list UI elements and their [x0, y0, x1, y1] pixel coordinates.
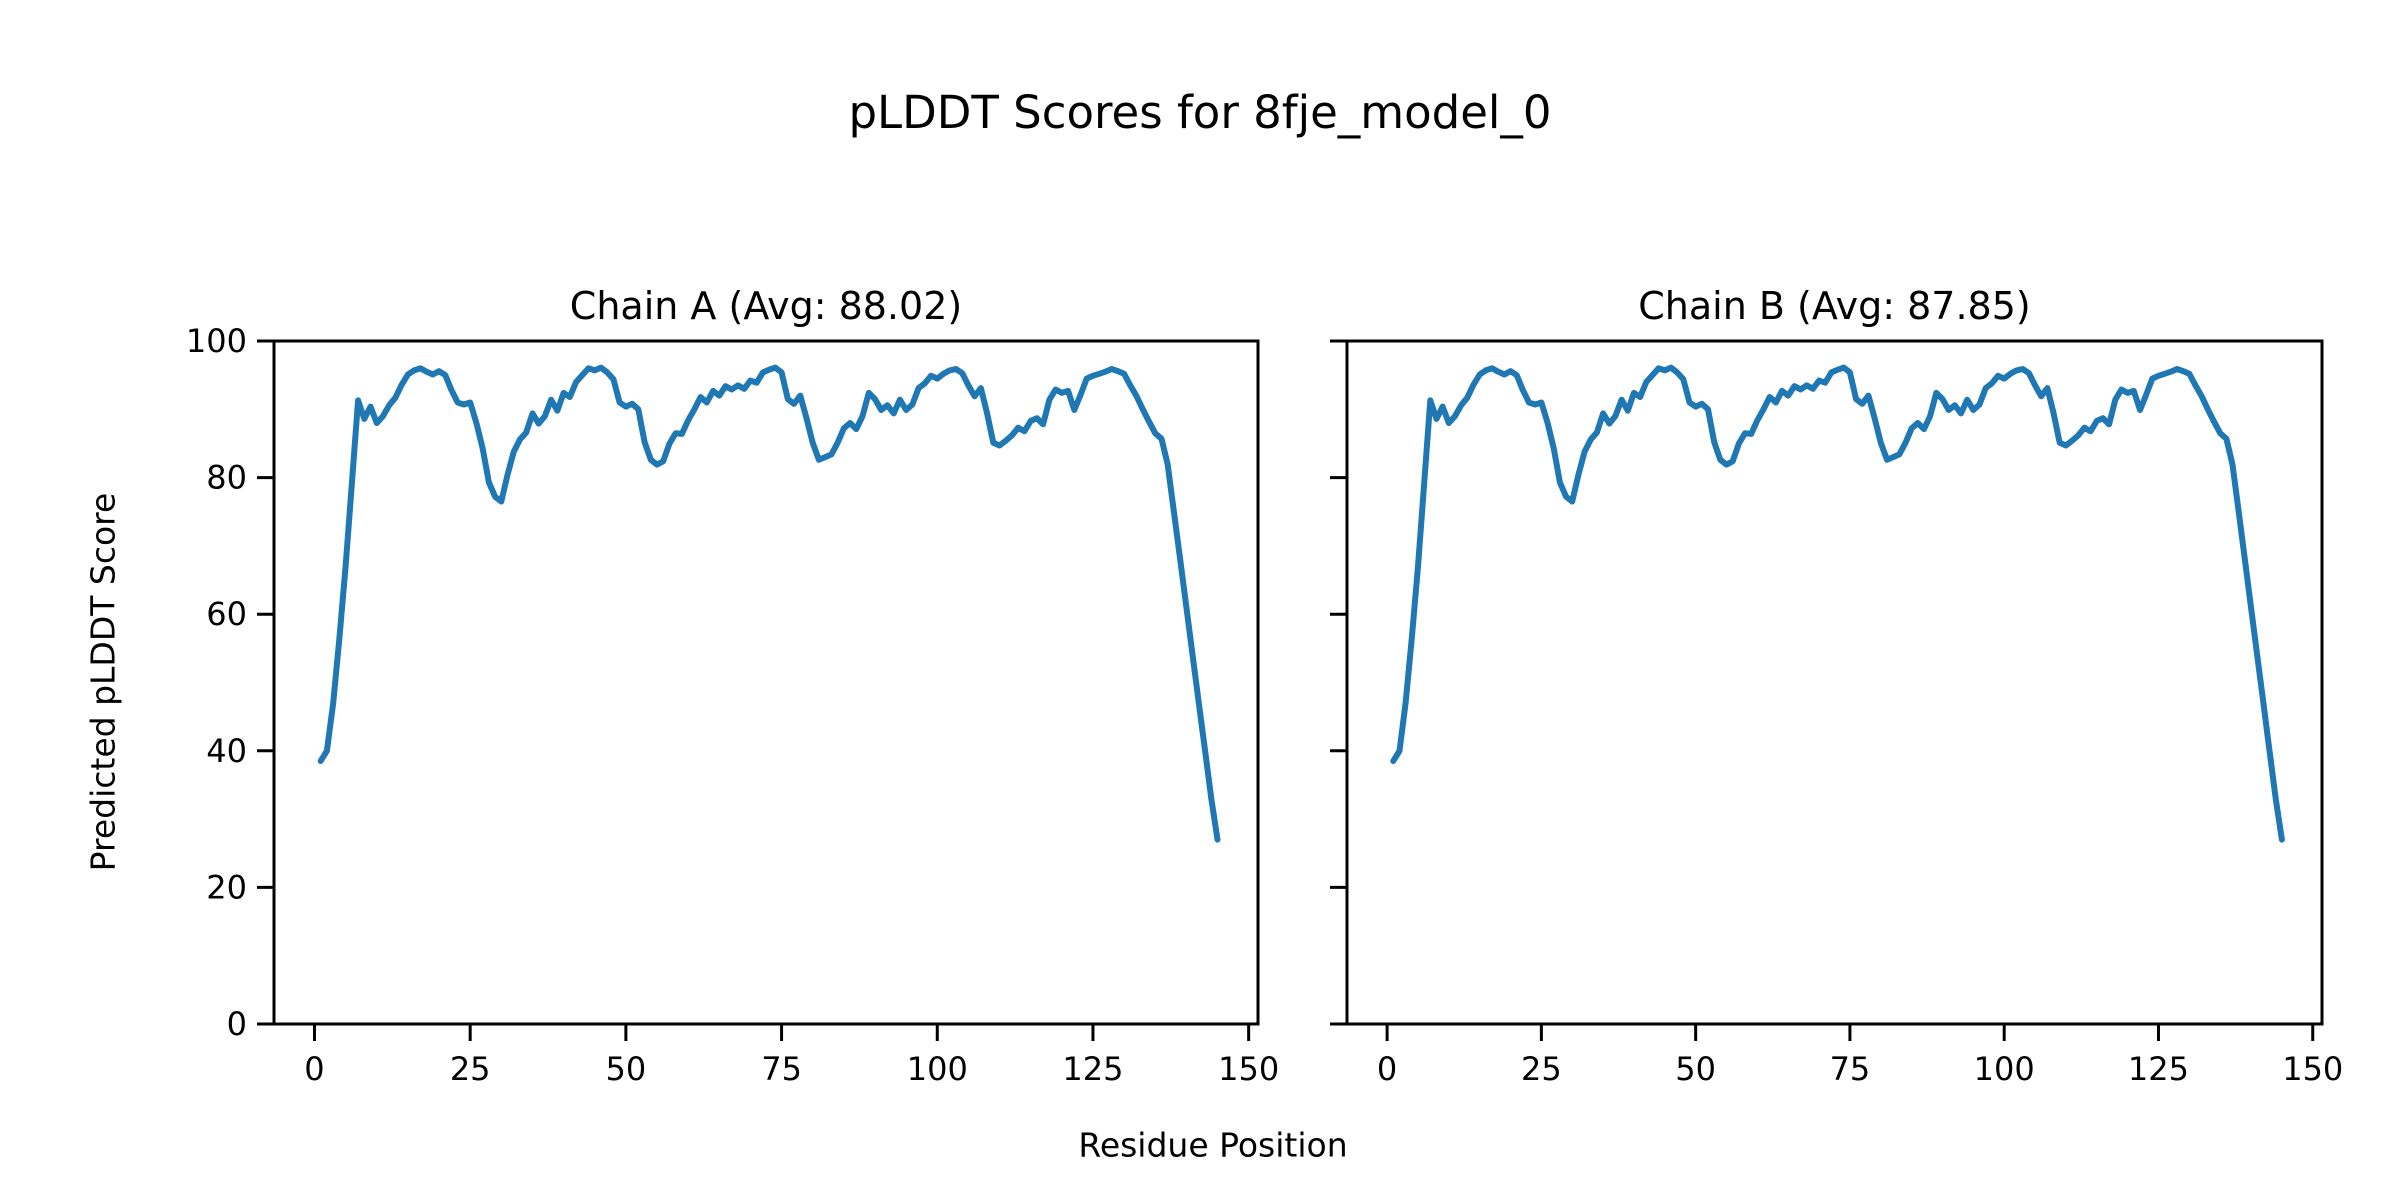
- axes-box-chain-b: [1345, 339, 2324, 1026]
- x-tick-label-chain-b: 100: [1974, 1050, 2035, 1088]
- x-tick-label-chain-a: 100: [907, 1050, 968, 1088]
- x-tick-label-chain-a: 0: [304, 1050, 324, 1088]
- y-tick-label: 40: [206, 732, 247, 770]
- plddt-line-chain-b: [1390, 364, 2285, 843]
- chain-b-subplot-title: Chain B (Avg: 87.85): [1638, 284, 2031, 328]
- figure-title: pLDDT Scores for 8fje_model_0: [848, 86, 1552, 139]
- y-tick-label: 80: [206, 459, 247, 497]
- y-tick-label: 100: [186, 322, 247, 360]
- x-tick-label-chain-a: 125: [1062, 1050, 1123, 1088]
- x-tick-label-chain-a: 25: [450, 1050, 491, 1088]
- chain-a-subplot-title: Chain A (Avg: 88.02): [569, 284, 963, 328]
- x-tick-label-chain-b: 0: [1377, 1050, 1397, 1088]
- x-tick-label-chain-b: 125: [2128, 1050, 2189, 1088]
- x-tick-label-chain-a: 50: [606, 1050, 647, 1088]
- x-tick-label-chain-b: 50: [1675, 1050, 1716, 1088]
- x-tick-label-chain-b: 150: [2282, 1050, 2343, 1088]
- y-tick-label: 20: [206, 868, 247, 906]
- x-tick-label-chain-a: 75: [761, 1050, 802, 1088]
- y-tick-label: 0: [227, 1005, 247, 1043]
- x-tick-label-chain-b: 25: [1521, 1050, 1562, 1088]
- y-tick-label: 60: [206, 595, 247, 633]
- plddt-line-chain-a: [317, 364, 1221, 843]
- x-axis-label: Residue Position: [1078, 1125, 1348, 1165]
- x-tick-label-chain-a: 150: [1218, 1050, 1279, 1088]
- axes-box-chain-a: [272, 339, 1260, 1026]
- x-tick-label-chain-b: 75: [1830, 1050, 1871, 1088]
